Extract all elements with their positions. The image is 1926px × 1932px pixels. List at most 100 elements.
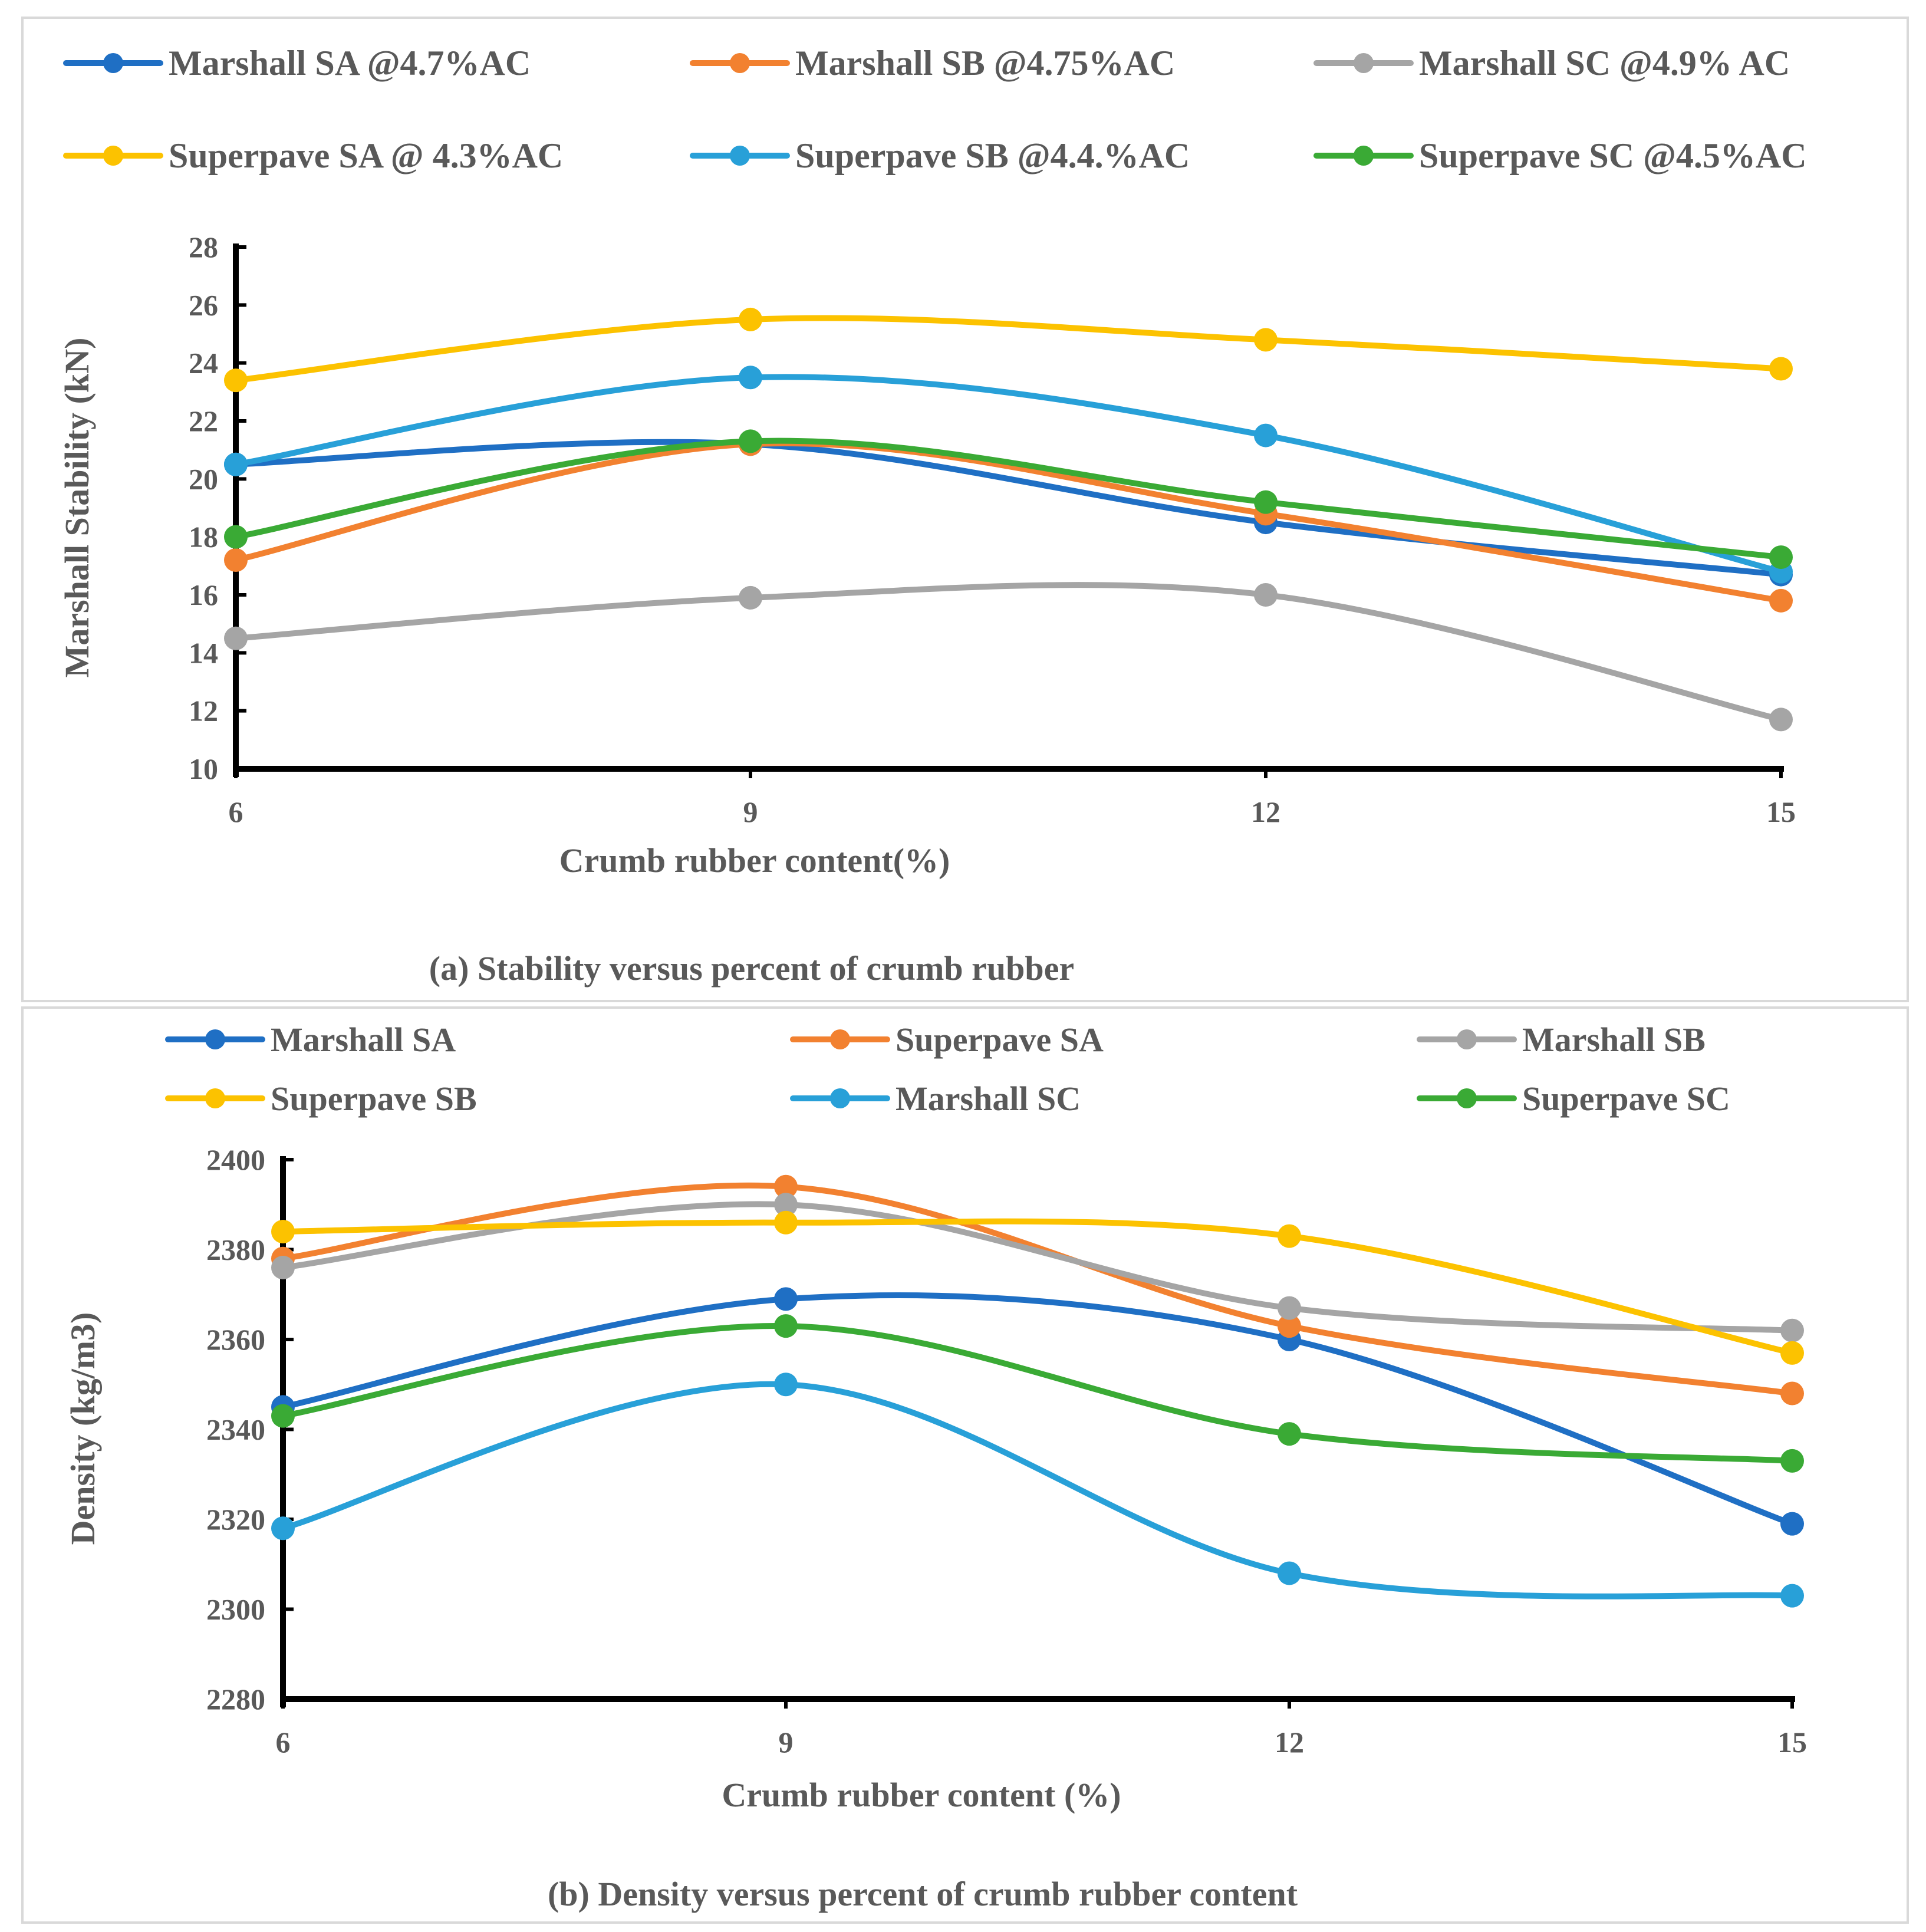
stability-data-point [1254,583,1278,607]
stability-legend-swatch-marker [730,53,750,73]
density-data-point [1278,1314,1301,1338]
density-data-point [1780,1341,1804,1365]
stability-y-tick-label: 16 [189,578,218,611]
density-data-point [774,1193,798,1217]
stability-chart: Marshall SA @4.7%AC Marshall SB @4.75%AC M… [58,44,1807,988]
stability-series-line [233,315,1784,384]
stability-y-tick-label: 28 [189,231,218,264]
density-data-point [774,1373,798,1397]
stability-caption: (a) Stability versus percent of crumb ru… [429,949,1074,988]
density-data-point [1278,1224,1301,1248]
stability-series-4 [224,366,1793,584]
stability-legend-label: Marshall SA @4.7%AC [169,44,531,83]
stability-series-2 [224,582,1793,732]
density-legend-swatch-marker [1457,1029,1477,1049]
density-legend-item: Marshall SC [790,1079,1081,1118]
density-legend-item: Superpave SA [790,1021,1104,1059]
stability-y-tick-label: 18 [189,521,218,554]
density-series-4 [271,1373,1804,1608]
density-data-point [271,1516,295,1541]
stability-legend-label: Marshall SC @4.9% AC [1419,44,1790,83]
density-data-point [1780,1512,1804,1536]
density-legend-swatch-marker [205,1088,225,1108]
stability-series-line [233,582,1784,723]
stability-y-tick-label: 22 [189,404,218,437]
stability-y-axis-title: Marshall Stability (kN) [58,338,96,678]
density-x-tick-label: 15 [1777,1726,1807,1759]
density-series-5 [271,1314,1804,1473]
stability-legend-label: Marshall SB @4.75%AC [795,44,1175,83]
density-caption: (b) Density versus percent of crumb rubb… [548,1875,1298,1913]
stability-legend-item: Superpave SA @ 4.3%AC [63,136,563,175]
density-legend-label: Superpave SC [1522,1079,1730,1118]
density-legend-item: Superpave SB [165,1079,477,1118]
density-data-point [774,1174,798,1199]
density-data-point [1780,1584,1804,1608]
stability-data-point [739,429,762,453]
density-y-tick-label: 2380 [206,1233,265,1266]
stability-legend-swatch-marker [103,146,123,166]
stability-legend: Marshall SA @4.7%AC Marshall SB @4.75%AC M… [63,44,1807,175]
density-y-tick-label: 2400 [206,1143,265,1176]
density-y-tick-label: 2280 [206,1683,265,1716]
density-legend-swatch-marker [205,1029,225,1049]
stability-x-tick-label: 6 [229,795,243,828]
density-data-point [271,1404,295,1428]
density-legend-item: Marshall SA [165,1021,456,1059]
stability-legend-label: Superpave SA @ 4.3%AC [169,136,563,175]
stability-data-point [739,366,762,390]
density-data-point [1780,1318,1804,1342]
density-legend-item: Marshall SB [1417,1021,1706,1059]
stability-legend-label: Superpave SC @4.5%AC [1419,136,1807,175]
density-y-tick-label: 2320 [206,1503,265,1536]
stability-data-point [224,548,248,572]
density-data-point [1278,1296,1301,1320]
stability-legend-item: Marshall SB @4.75%AC [690,44,1175,83]
stability-data-point [1769,707,1793,732]
density-legend-swatch-marker [830,1029,850,1049]
density-x-axis-title: Crumb rubber content (%) [722,1776,1121,1814]
stability-data-point [739,585,762,610]
stability-data-point [1769,588,1793,613]
density-series-line [280,1218,1795,1356]
stability-series-5 [224,429,1793,570]
density-x-tick-label: 6 [276,1726,291,1759]
stability-data-point [224,368,248,393]
stability-legend-swatch-marker [1354,146,1374,166]
stability-y-tick-label: 10 [189,752,218,785]
stability-x-tick-label: 9 [743,795,758,828]
stability-series-line [233,374,1784,575]
stability-data-point [224,525,248,549]
density-data-point [271,1256,295,1279]
density-legend-item: Superpave SC [1417,1079,1730,1118]
density-y-tick-label: 2340 [206,1413,265,1446]
stability-series-3 [224,307,1793,393]
stability-y-tick-label: 20 [189,462,218,495]
stability-data-point [1769,357,1793,381]
density-legend-swatch-marker [830,1088,850,1108]
stability-legend-item: Marshall SC @4.9% AC [1313,44,1790,83]
stability-series-line [233,437,1784,561]
density-y-axis-title: Density (kg/m3) [64,1312,102,1545]
stability-x-tick-label: 15 [1766,795,1796,828]
stability-y-tick-label: 26 [189,288,218,321]
stability-series-line [233,440,1784,604]
chart-panel-density: Marshall SA Superpave SA Marshall SB Superp… [21,1006,1909,1924]
density-series-line [280,1323,1795,1464]
stability-legend-item: Superpave SC @4.5%AC [1313,136,1807,175]
density-data-point [774,1314,798,1338]
stability-data-point [224,626,248,650]
density-data-point [774,1210,798,1235]
density-series-line [280,1201,1795,1334]
density-data-point [1780,1381,1804,1406]
stability-legend-swatch-marker [103,53,123,73]
stability-legend-swatch-marker [730,146,750,166]
stability-legend-item: Marshall SA @4.7%AC [63,44,531,83]
density-series-3 [271,1210,1804,1365]
density-series-2 [271,1193,1804,1342]
stability-legend-item: Superpave SB @4.4.%AC [690,136,1190,175]
density-data-point [1278,1561,1301,1585]
density-data-point [271,1220,295,1243]
density-series-line [280,1381,1795,1599]
stability-data-point [1769,545,1793,570]
